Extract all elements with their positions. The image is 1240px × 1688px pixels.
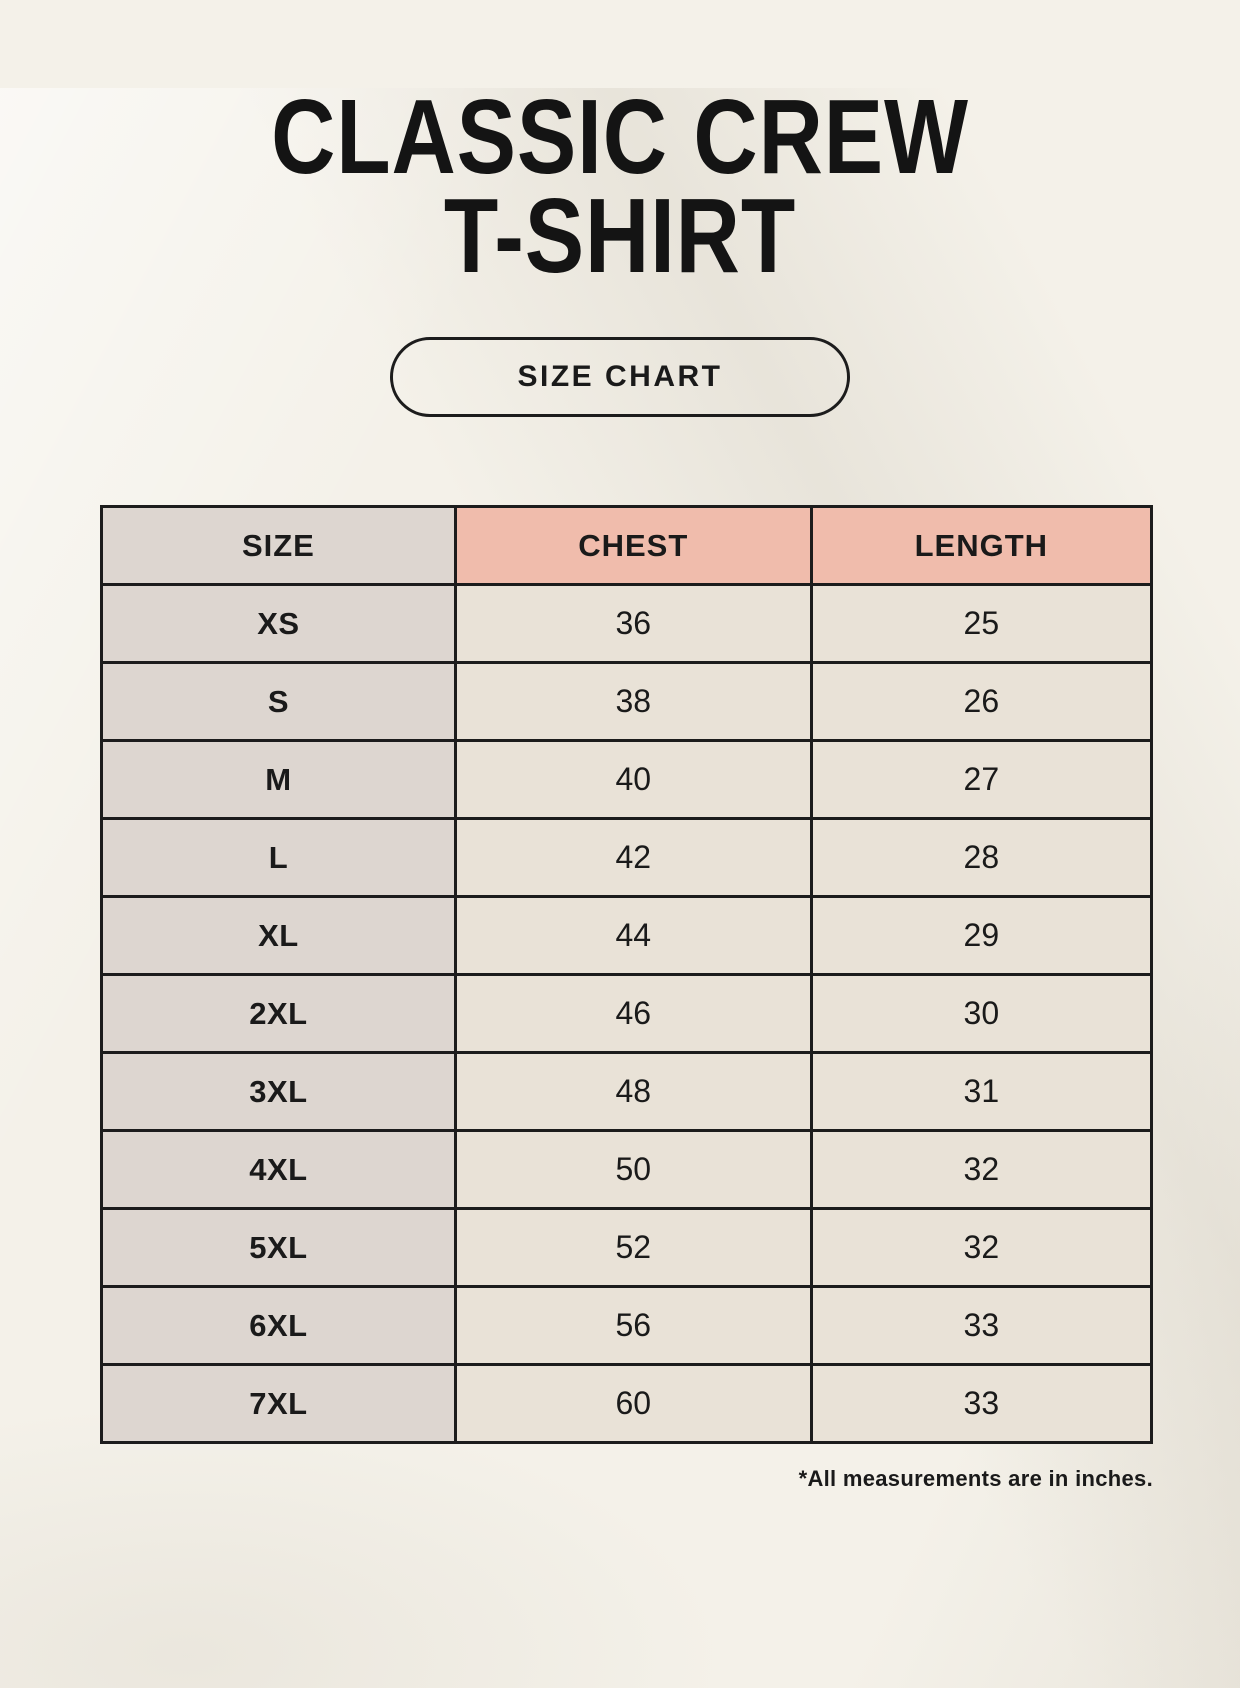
table-row: XL 44 29 [100, 895, 1154, 977]
measurements-footnote: *All measurements are in inches. [798, 1466, 1153, 1492]
size-label-cell: 2XL [100, 973, 457, 1055]
length-value-cell: 27 [809, 739, 1154, 821]
page-title-line-1: CLASSIC CREW [271, 78, 969, 196]
chest-value-cell: 56 [453, 1285, 813, 1367]
chest-value-cell: 36 [453, 583, 813, 665]
length-value-cell: 26 [809, 661, 1154, 743]
chest-value-cell: 52 [453, 1207, 813, 1289]
size-label-cell: 7XL [100, 1363, 457, 1445]
table-row: 3XL 48 31 [100, 1051, 1154, 1133]
table-row: XS 36 25 [100, 583, 1154, 665]
table-row: 2XL 46 30 [100, 973, 1154, 1055]
size-chart-badge: SIZE CHART [390, 337, 850, 418]
chest-value-cell: 44 [453, 895, 813, 977]
chest-value-cell: 40 [453, 739, 813, 821]
page-title-line-2: T-SHIRT [443, 176, 797, 295]
size-table-body: XS 36 25 S 38 26 M 40 27 L 42 28 XL 44 29 2XL 46 30 3XL 48 3… [100, 583, 1154, 1445]
length-value-cell: 31 [809, 1051, 1154, 1133]
length-value-cell: 30 [809, 973, 1154, 1055]
page-title: CLASSIC CREW T-SHIRT [0, 78, 1240, 295]
length-value-cell: 25 [809, 583, 1154, 665]
table-header-row: SIZE CHEST LENGTH [100, 505, 1154, 587]
size-label-cell: XS [100, 583, 457, 665]
column-header-length: LENGTH [809, 505, 1154, 587]
chest-value-cell: 38 [453, 661, 813, 743]
size-table: SIZE CHEST LENGTH XS 36 25 S 38 26 M 40 27 L 42 28 XL 4… [100, 505, 1154, 1445]
table-row: 6XL 56 33 [100, 1285, 1154, 1367]
size-label-cell: 4XL [100, 1129, 457, 1211]
table-row: 4XL 50 32 [100, 1129, 1154, 1211]
table-row: 7XL 60 33 [100, 1363, 1154, 1445]
table-row: L 42 28 [100, 817, 1154, 899]
chest-value-cell: 60 [453, 1363, 813, 1445]
size-label-cell: 5XL [100, 1207, 457, 1289]
chest-value-cell: 46 [453, 973, 813, 1055]
size-label-cell: 3XL [100, 1051, 457, 1133]
size-label-cell: 6XL [100, 1285, 457, 1367]
length-value-cell: 33 [809, 1363, 1154, 1445]
size-label-cell: M [100, 739, 457, 821]
size-table-head: SIZE CHEST LENGTH [100, 505, 1154, 587]
length-value-cell: 29 [809, 895, 1154, 977]
column-header-chest: CHEST [453, 505, 813, 587]
length-value-cell: 32 [809, 1207, 1154, 1289]
size-label-cell: XL [100, 895, 457, 977]
chest-value-cell: 48 [453, 1051, 813, 1133]
length-value-cell: 28 [809, 817, 1154, 899]
chest-value-cell: 42 [453, 817, 813, 899]
table-row: M 40 27 [100, 739, 1154, 821]
table-row: S 38 26 [100, 661, 1154, 743]
table-row: 5XL 52 32 [100, 1207, 1154, 1289]
size-chart-page: CLASSIC CREW T-SHIRT SIZE CHART SIZE CHES… [0, 78, 1240, 1492]
length-value-cell: 32 [809, 1129, 1154, 1211]
column-header-size: SIZE [100, 505, 457, 587]
size-label-cell: L [100, 817, 457, 899]
length-value-cell: 33 [809, 1285, 1154, 1367]
size-label-cell: S [100, 661, 457, 743]
chest-value-cell: 50 [453, 1129, 813, 1211]
size-chart-badge-label: SIZE CHART [517, 360, 723, 394]
